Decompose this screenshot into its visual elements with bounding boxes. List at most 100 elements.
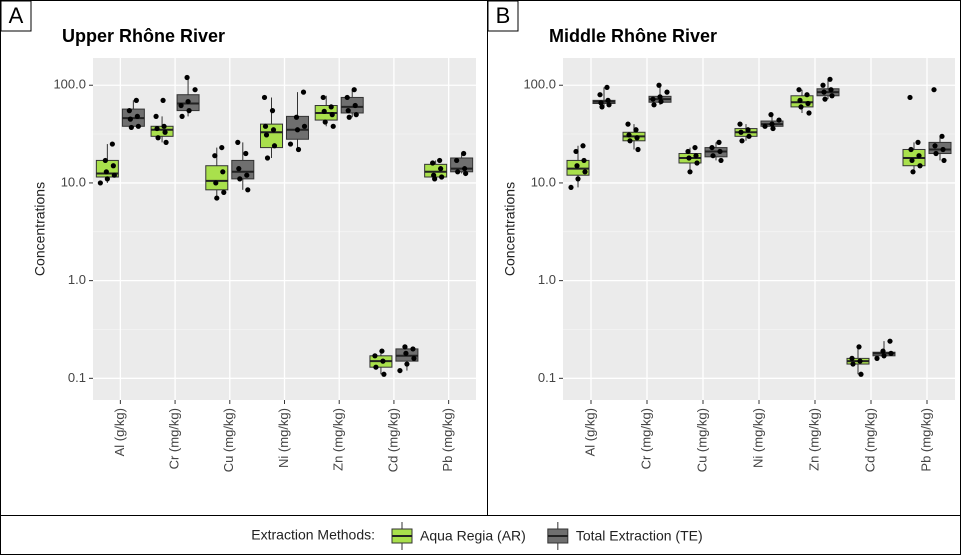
data-point bbox=[664, 89, 670, 95]
y-tick-label: 0.1 bbox=[68, 370, 86, 385]
data-point bbox=[351, 87, 357, 93]
data-point bbox=[806, 110, 812, 116]
data-point bbox=[352, 102, 358, 109]
data-point bbox=[161, 123, 167, 129]
data-point bbox=[160, 97, 166, 103]
data-point bbox=[822, 96, 828, 102]
data-point bbox=[397, 367, 403, 374]
data-point bbox=[916, 153, 922, 159]
y-tick-label: 1.0 bbox=[68, 272, 86, 287]
data-point bbox=[287, 141, 294, 147]
data-point bbox=[581, 157, 587, 164]
data-point bbox=[244, 172, 250, 178]
data-point bbox=[301, 123, 308, 129]
data-point bbox=[328, 104, 334, 110]
data-point bbox=[381, 371, 387, 377]
data-point bbox=[599, 104, 605, 110]
data-point bbox=[127, 116, 133, 122]
data-point bbox=[745, 127, 751, 133]
box bbox=[450, 157, 474, 173]
data-point bbox=[346, 114, 352, 120]
x-tick-label: Al (g/kg) bbox=[112, 408, 127, 456]
data-point bbox=[411, 355, 417, 361]
data-point bbox=[373, 364, 379, 370]
legend-label: Aqua Regia (AR) bbox=[420, 528, 526, 544]
data-point bbox=[568, 184, 574, 191]
data-point bbox=[261, 94, 268, 101]
data-point bbox=[887, 338, 893, 344]
data-point bbox=[718, 157, 724, 164]
data-point bbox=[300, 89, 307, 95]
data-point bbox=[805, 100, 811, 107]
y-axis-title: Concentrations bbox=[502, 182, 518, 276]
data-point bbox=[933, 150, 939, 157]
data-point bbox=[804, 92, 810, 98]
data-point bbox=[821, 89, 827, 95]
chart-title: Upper Rhône River bbox=[62, 26, 225, 46]
data-point bbox=[372, 353, 378, 359]
data-point bbox=[915, 139, 921, 145]
data-point bbox=[104, 176, 110, 182]
data-point bbox=[430, 160, 436, 166]
data-point bbox=[874, 355, 880, 361]
data-point bbox=[694, 160, 700, 166]
data-point bbox=[880, 348, 886, 354]
data-point bbox=[214, 195, 220, 201]
data-point bbox=[716, 139, 722, 145]
data-point bbox=[134, 113, 140, 119]
x-tick-label: Zn (mg/kg) bbox=[331, 408, 346, 471]
data-point bbox=[941, 157, 947, 164]
data-point bbox=[133, 97, 139, 103]
data-point bbox=[402, 344, 408, 350]
data-point bbox=[627, 138, 633, 144]
data-point bbox=[329, 112, 335, 118]
data-point bbox=[162, 129, 168, 135]
data-point bbox=[264, 155, 271, 161]
data-point bbox=[686, 155, 692, 161]
box bbox=[231, 159, 255, 180]
data-point bbox=[186, 107, 192, 114]
data-point bbox=[580, 143, 586, 149]
data-point bbox=[908, 146, 914, 153]
data-point bbox=[910, 169, 916, 175]
box bbox=[205, 165, 229, 191]
data-point bbox=[769, 121, 775, 127]
data-point bbox=[909, 157, 915, 164]
data-point bbox=[932, 143, 938, 149]
data-point bbox=[709, 144, 715, 151]
data-point bbox=[461, 150, 467, 157]
data-point bbox=[798, 104, 804, 110]
chart-title: Middle Rhône River bbox=[549, 26, 717, 46]
data-point bbox=[858, 371, 864, 377]
data-point bbox=[737, 121, 743, 127]
data-point bbox=[243, 150, 249, 157]
y-tick-label: 1.0 bbox=[538, 272, 556, 287]
x-tick-label: Cd (mg/kg) bbox=[862, 408, 877, 472]
data-point bbox=[692, 144, 698, 151]
data-point bbox=[462, 166, 468, 172]
x-tick-label: Pb (mg/kg) bbox=[440, 408, 455, 472]
data-point bbox=[126, 107, 132, 114]
data-point bbox=[656, 82, 662, 88]
data-point bbox=[344, 94, 350, 101]
data-point bbox=[939, 133, 945, 139]
data-point bbox=[820, 82, 826, 88]
data-point bbox=[604, 84, 610, 91]
data-point bbox=[262, 123, 269, 129]
data-point bbox=[439, 174, 445, 180]
data-point bbox=[320, 94, 326, 101]
data-point bbox=[573, 148, 579, 155]
data-point bbox=[881, 353, 887, 359]
data-point bbox=[103, 169, 109, 175]
data-point bbox=[907, 94, 913, 101]
data-point bbox=[606, 102, 612, 108]
x-tick-label: Cr (mg/kg) bbox=[638, 408, 653, 469]
data-point bbox=[330, 123, 336, 129]
data-point bbox=[163, 139, 169, 145]
data-point bbox=[263, 132, 270, 138]
data-point bbox=[437, 157, 443, 164]
x-tick-label: Cu (mg/kg) bbox=[221, 408, 236, 472]
data-point bbox=[710, 153, 716, 159]
data-point bbox=[380, 358, 386, 364]
data-point bbox=[574, 163, 580, 169]
